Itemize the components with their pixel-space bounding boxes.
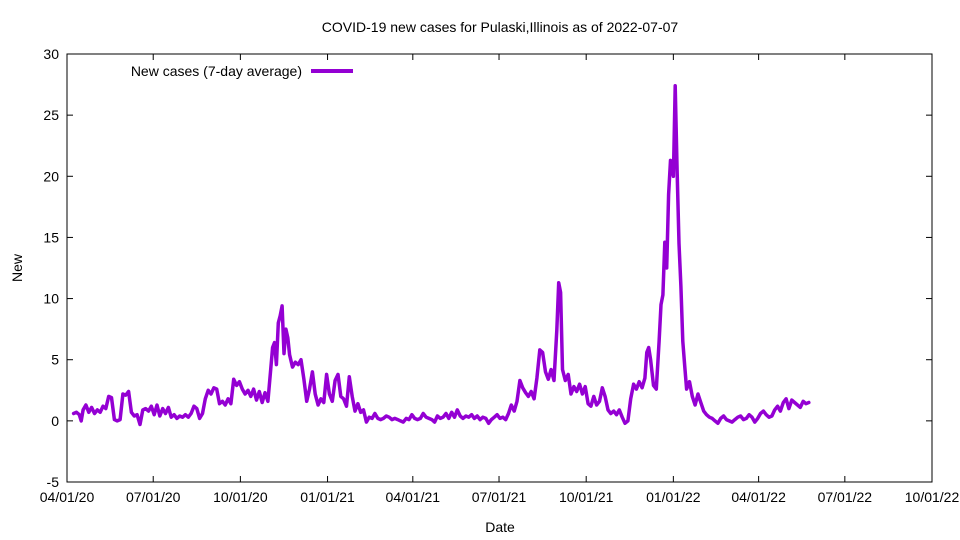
x-tick-label: 10/01/20 [213, 489, 268, 505]
series-layer [71, 84, 811, 427]
x-tick-label: 01/01/22 [646, 489, 701, 505]
x-tick-label: 07/01/22 [818, 489, 873, 505]
y-tick-label: 10 [43, 291, 59, 307]
x-tick-label: 04/01/20 [40, 489, 95, 505]
x-axis-label: Date [485, 519, 515, 535]
x-tick-label: 07/01/20 [126, 489, 181, 505]
y-axis: -5 0 5 10 15 20 25 30 [43, 46, 932, 490]
y-tick-label: 5 [51, 352, 59, 368]
y-tick-label: 25 [43, 107, 59, 123]
x-tick-label: 04/01/21 [386, 489, 441, 505]
y-tick-label: 20 [43, 168, 59, 184]
x-tick-label: 10/01/22 [905, 489, 960, 505]
x-tick-label: 01/01/21 [300, 489, 355, 505]
x-tick-label: 07/01/21 [472, 489, 527, 505]
x-axis: 04/01/20 07/01/20 10/01/20 01/01/21 04/01/21… [40, 54, 960, 505]
y-tick-label: 15 [43, 229, 59, 245]
y-tick-label: 0 [51, 413, 59, 429]
y-tick-label: 30 [43, 46, 59, 62]
y-tick-label: -5 [47, 474, 60, 490]
series-line [71, 84, 811, 427]
legend-label: New cases (7-day average) [131, 63, 302, 79]
y-axis-label: New [9, 253, 25, 282]
x-tick-label: 10/01/21 [559, 489, 614, 505]
x-tick-label: 04/01/22 [731, 489, 786, 505]
chart-title: COVID-19 new cases for Pulaski,Illinois … [322, 19, 679, 35]
legend: New cases (7-day average) [131, 63, 353, 79]
